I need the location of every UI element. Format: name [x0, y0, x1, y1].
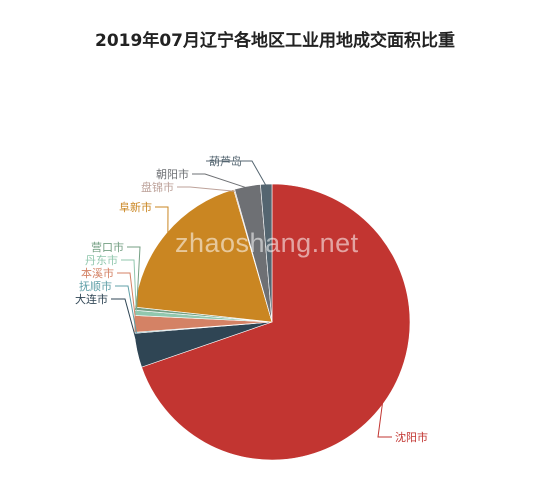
slice-label-5: 营口市: [91, 240, 124, 254]
leader-line-3: [117, 272, 137, 324]
chart-title: 2019年07月辽宁各地区工业用地成交面积比重: [95, 31, 455, 51]
leader-line-1: [111, 298, 140, 351]
leader-line-8: [192, 173, 248, 189]
slice-label-0: 沈阳市: [395, 430, 428, 444]
slice-label-8: 朝阳市: [156, 167, 189, 181]
leader-line-2: [115, 285, 137, 333]
leader-line-5: [127, 246, 141, 309]
leader-line-7: [177, 186, 235, 192]
leader-line-4: [121, 259, 137, 313]
slice-label-9: 葫芦岛: [209, 154, 242, 168]
slice-label-6: 阜新市: [119, 200, 152, 214]
pie-slice-0: [141, 183, 411, 461]
slice-label-2: 抚顺市: [79, 279, 112, 293]
slice-label-3: 本溪市: [81, 266, 114, 280]
slice-label-1: 大连市: [75, 292, 108, 306]
leader-line-6: [155, 206, 169, 235]
slice-label-7: 盘锦市: [141, 180, 174, 194]
watermark: zhaoshang.net: [175, 228, 359, 258]
slice-label-4: 丹东市: [85, 253, 118, 267]
leader-line-0: [377, 400, 392, 438]
pie-slice-9: [260, 183, 273, 323]
leader-line-9: [206, 160, 267, 187]
